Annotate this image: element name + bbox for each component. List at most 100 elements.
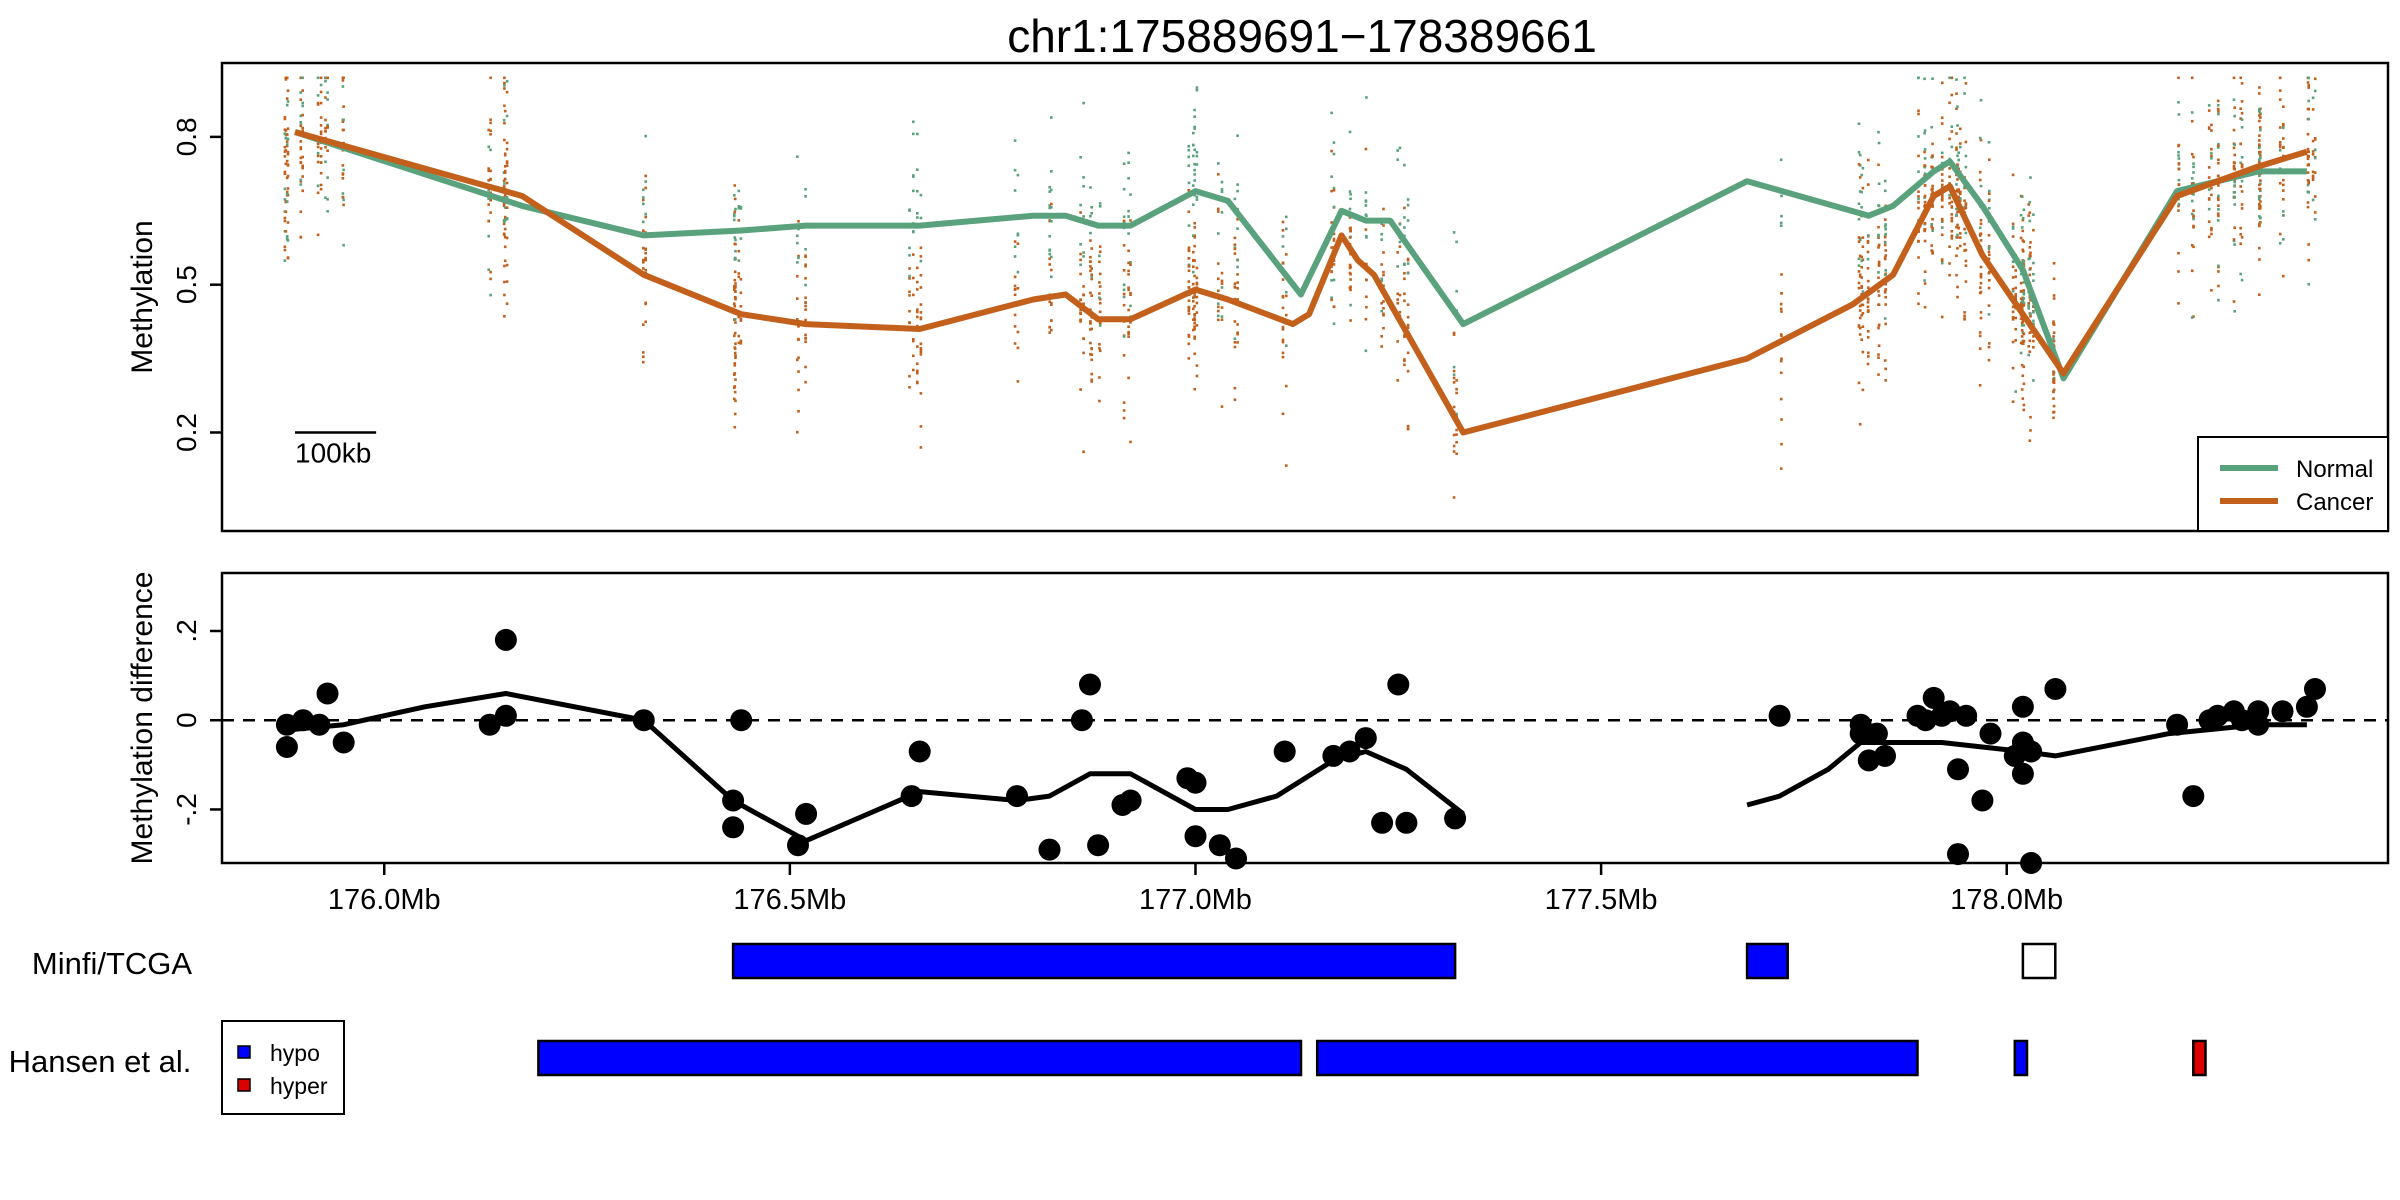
raw-cpg-dot — [1122, 335, 1126, 338]
raw-cpg-dot — [1867, 279, 1870, 283]
raw-cpg-dot — [644, 301, 647, 305]
raw-cpg-dot — [1348, 216, 1352, 219]
raw-cpg-dot — [299, 147, 303, 151]
raw-cpg-dot — [1129, 304, 1132, 308]
raw-cpg-dot — [796, 318, 799, 321]
raw-cpg-dot — [1127, 151, 1130, 155]
raw-cpg-dot — [285, 192, 289, 196]
raw-cpg-dot — [1858, 422, 1862, 426]
raw-cpg-dot — [1950, 216, 1954, 220]
raw-cpg-dot — [341, 120, 345, 123]
raw-cpg-dot — [1220, 282, 1224, 285]
difference-point — [722, 816, 745, 839]
raw-methylation-dots — [283, 76, 2317, 499]
raw-cpg-dot — [1127, 232, 1130, 235]
raw-cpg-dot — [1780, 418, 1783, 421]
raw-cpg-dot — [916, 212, 919, 215]
raw-cpg-dot — [1923, 200, 1927, 204]
raw-cpg-dot — [2258, 144, 2261, 148]
legend-hyper-label: hyper — [270, 1073, 328, 1099]
raw-cpg-dot — [1192, 307, 1195, 311]
raw-cpg-dot — [1364, 191, 1368, 194]
difference-trend-line — [294, 691, 1465, 844]
raw-cpg-dot — [2190, 182, 2194, 185]
raw-cpg-dot — [1940, 258, 1944, 261]
raw-cpg-dot — [2210, 151, 2213, 155]
raw-cpg-dot — [1979, 184, 1983, 188]
raw-cpg-dot — [1860, 338, 1863, 341]
raw-cpg-dot — [733, 285, 737, 289]
difference-point — [1354, 727, 1377, 750]
raw-cpg-dot — [503, 138, 506, 142]
raw-cpg-dot — [2021, 374, 2025, 378]
raw-cpg-dot — [1233, 337, 1237, 340]
raw-cpg-dot — [797, 256, 800, 260]
difference-point — [1955, 704, 1978, 727]
raw-cpg-dot — [1940, 315, 1944, 319]
raw-cpg-dot — [739, 339, 743, 343]
raw-cpg-dot — [2259, 200, 2262, 203]
raw-cpg-dot — [1861, 325, 1865, 328]
raw-cpg-dot — [1098, 301, 1102, 305]
raw-cpg-dot — [2233, 310, 2236, 313]
raw-cpg-dot — [1978, 384, 1982, 387]
raw-cpg-dot — [299, 235, 303, 239]
raw-cpg-dot — [1867, 298, 1870, 301]
raw-cpg-dot — [642, 351, 645, 354]
raw-cpg-dot — [2258, 160, 2261, 163]
raw-cpg-dot — [2311, 108, 2315, 111]
raw-cpg-dot — [2019, 297, 2023, 301]
raw-cpg-dot — [2258, 107, 2261, 111]
raw-cpg-dot — [285, 103, 289, 107]
raw-cpg-dot — [804, 333, 807, 337]
legend-hypo-swatch — [237, 1045, 251, 1059]
raw-cpg-dot — [1187, 248, 1191, 251]
raw-cpg-dot — [796, 155, 799, 158]
raw-cpg-dot — [1193, 304, 1196, 308]
raw-cpg-dot — [1398, 293, 1402, 297]
raw-cpg-dot — [1857, 240, 1861, 243]
raw-cpg-dot — [2014, 294, 2017, 297]
raw-cpg-dot — [1013, 275, 1017, 279]
raw-cpg-dot — [2217, 112, 2220, 116]
raw-cpg-dot — [1396, 265, 1399, 268]
raw-cpg-dot — [1857, 122, 1861, 125]
raw-cpg-dot — [2014, 327, 2017, 331]
raw-cpg-dot — [1193, 168, 1196, 172]
raw-cpg-dot — [1127, 161, 1130, 164]
raw-cpg-dot — [1923, 203, 1927, 207]
raw-cpg-dot — [1122, 221, 1126, 224]
raw-cpg-dot — [1082, 185, 1085, 188]
raw-cpg-dot — [285, 238, 289, 241]
raw-cpg-dot — [1877, 163, 1880, 167]
raw-cpg-dot — [2020, 388, 2024, 391]
raw-cpg-dot — [1192, 300, 1195, 303]
raw-cpg-dot — [733, 212, 736, 216]
raw-cpg-dot — [1978, 234, 1982, 237]
smoothed-methylation-lines — [294, 129, 2308, 436]
raw-cpg-dot — [1978, 291, 1982, 295]
difference-point — [494, 704, 517, 727]
raw-cpg-dot — [2239, 76, 2242, 80]
raw-cpg-dot — [1217, 262, 1220, 265]
raw-cpg-dot — [1987, 271, 1991, 275]
raw-cpg-dot — [1940, 261, 1944, 265]
raw-cpg-dot — [1048, 257, 1051, 260]
raw-cpg-dot — [324, 196, 327, 199]
raw-cpg-dot — [916, 266, 919, 270]
raw-cpg-dot — [1455, 387, 1458, 391]
raw-cpg-dot — [2027, 307, 2030, 310]
raw-cpg-dot — [1090, 275, 1093, 278]
raw-cpg-dot — [316, 76, 320, 80]
raw-cpg-dot — [1956, 223, 1959, 227]
raw-cpg-dot — [1979, 222, 1983, 226]
raw-cpg-dot — [2014, 296, 2017, 299]
raw-cpg-dot — [1923, 165, 1926, 169]
raw-cpg-dot — [1923, 184, 1927, 187]
raw-cpg-dot — [503, 215, 507, 219]
raw-cpg-dot — [2192, 155, 2195, 159]
raw-cpg-dot — [301, 101, 304, 105]
raw-cpg-dot — [1050, 170, 1053, 173]
raw-cpg-dot — [1988, 342, 1991, 345]
difference-point — [2044, 678, 2067, 700]
